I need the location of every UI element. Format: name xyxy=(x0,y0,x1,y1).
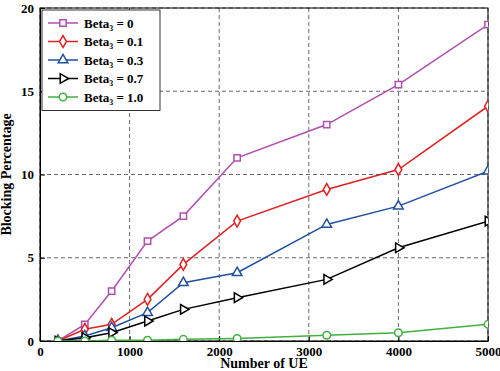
series xyxy=(54,321,488,341)
series-marker xyxy=(324,121,330,127)
x-axis-title: Number of UE xyxy=(220,356,308,371)
series-marker xyxy=(232,267,242,275)
y-tick-mark xyxy=(40,175,45,176)
series-marker xyxy=(181,305,189,315)
series-marker xyxy=(180,336,188,341)
legend: Beta₃ = 0 Beta₃ = 0.1 Beta₃ = 0.3 Beta₃ = 0… xyxy=(42,10,160,111)
series xyxy=(55,100,488,341)
legend-marker xyxy=(58,54,68,62)
y-tick: 10 xyxy=(21,167,45,182)
series-marker xyxy=(485,216,488,226)
grid-line-y xyxy=(40,174,488,175)
legend-marker xyxy=(60,36,67,48)
legend-label: Beta₃ = 0 xyxy=(84,16,134,31)
legend-entry: Beta₃ = 0.1 xyxy=(48,34,143,49)
series-line xyxy=(58,221,488,341)
series-line xyxy=(58,324,488,341)
legend-entry: Beta₃ = 0 xyxy=(48,16,134,31)
legend-entry: Beta₃ = 0.7 xyxy=(48,71,144,86)
series-marker xyxy=(484,321,488,329)
series-marker xyxy=(324,275,332,285)
y-tick-label: 10 xyxy=(21,167,34,182)
series xyxy=(55,216,488,341)
series-marker xyxy=(54,337,62,341)
series-marker xyxy=(395,164,402,176)
series-marker xyxy=(485,21,488,27)
series-marker xyxy=(233,335,241,341)
x-tick-label: 1000 xyxy=(117,344,143,359)
x-tick: 5000 xyxy=(476,336,500,359)
y-tick: 15 xyxy=(21,84,45,99)
series-marker xyxy=(180,213,186,219)
legend-entry: Beta₃ = 1.0 xyxy=(48,90,143,105)
series-marker xyxy=(234,155,240,161)
x-tick-label: 0 xyxy=(37,344,44,359)
series-marker xyxy=(109,288,115,294)
series-marker xyxy=(55,338,61,341)
grid xyxy=(40,8,488,341)
series-marker xyxy=(144,336,152,341)
series-marker xyxy=(323,331,331,339)
series-marker xyxy=(234,215,241,227)
x-tick-mark xyxy=(309,336,310,341)
series-marker xyxy=(143,307,153,315)
series-marker xyxy=(395,81,401,87)
x-tick-label: 5000 xyxy=(476,344,500,359)
series-marker xyxy=(81,337,89,341)
y-tick: 0 xyxy=(28,334,46,349)
series-marker xyxy=(483,166,488,174)
chart: 01000200030004000500005101520Beta₃ = 0Be… xyxy=(0,0,500,371)
plot-frame xyxy=(40,8,488,341)
x-axis-line xyxy=(41,341,489,342)
series-marker xyxy=(485,100,488,112)
series-marker xyxy=(396,243,404,253)
series-line xyxy=(58,106,488,341)
legend-label: Beta₃ = 1.0 xyxy=(84,90,143,105)
x-tick-mark xyxy=(488,336,489,341)
y-tick-label: 0 xyxy=(28,334,35,349)
plot: 01000200030004000500005101520Beta₃ = 0Be… xyxy=(21,1,500,360)
y-tick-label: 20 xyxy=(21,1,34,16)
series-marker xyxy=(395,329,403,337)
y-tick: 20 xyxy=(21,1,45,16)
series-line xyxy=(58,171,488,341)
series-marker xyxy=(394,201,404,209)
y-tick-mark xyxy=(40,258,45,259)
x-tick-label: 4000 xyxy=(386,344,412,359)
legend-marker xyxy=(59,93,67,101)
x-tick: 4000 xyxy=(386,336,412,359)
series-marker xyxy=(144,293,151,305)
y-tick-mark xyxy=(40,341,45,342)
legend-label: Beta₃ = 0.3 xyxy=(84,53,144,68)
legend-label: Beta₃ = 0.1 xyxy=(84,34,143,49)
legend-marker xyxy=(60,20,66,26)
series-marker xyxy=(144,238,150,244)
y-tick: 5 xyxy=(28,250,46,265)
legend-entry: Beta₃ = 0.3 xyxy=(48,53,144,68)
legend-box xyxy=(42,10,160,111)
series-marker xyxy=(180,259,187,271)
series-marker xyxy=(323,184,330,196)
series-marker xyxy=(145,316,153,326)
series-marker xyxy=(179,277,189,285)
y-axis-title: Blocking Percentage xyxy=(0,113,14,235)
series-marker xyxy=(108,336,116,341)
y-tick-mark xyxy=(40,8,45,9)
y-tick-label: 15 xyxy=(21,84,35,99)
legend-label: Beta₃ = 0.7 xyxy=(84,71,144,86)
y-tick-label: 5 xyxy=(28,250,35,265)
series-line xyxy=(58,25,488,341)
series-marker xyxy=(322,219,332,227)
legend-marker xyxy=(60,74,68,84)
y-axis: 0 5 10 15 20 xyxy=(21,1,45,349)
series xyxy=(53,166,488,341)
series-marker xyxy=(234,293,242,303)
